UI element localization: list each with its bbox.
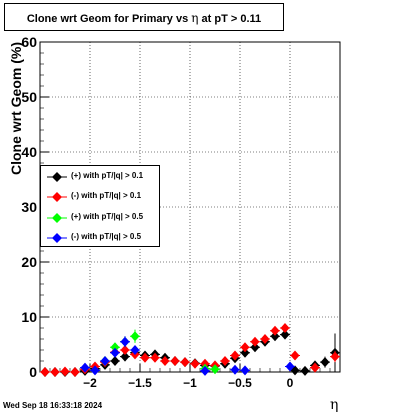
legend-label-minus-0-5: (-) with pT/|q| > 0.5 — [71, 232, 142, 241]
data-point — [280, 329, 290, 340]
chart-title-box: Clone wrt Geom for Primary vs η at pT > … — [4, 3, 284, 31]
data-point — [240, 365, 250, 376]
x-tick-label: −1.5 — [128, 376, 152, 390]
data-point — [170, 356, 180, 366]
data-point — [110, 347, 120, 358]
chart-title-prefix: Clone wrt Geom for Primary vs — [26, 13, 189, 25]
y-tick-label: 10 — [21, 309, 37, 325]
data-point — [250, 342, 260, 353]
legend: (+) with pT/|q| > 0.1 (-) with pT/|q| > … — [40, 165, 160, 247]
data-point — [110, 342, 120, 353]
x-tick-label: −0.5 — [228, 376, 252, 390]
data-point — [190, 358, 200, 369]
y-tick-label: 0 — [29, 364, 37, 380]
data-point — [160, 356, 170, 366]
data-point — [50, 367, 60, 377]
legend-item-plus-0-1: (+) with pT/|q| > 0.1 — [45, 168, 159, 186]
data-point — [120, 336, 130, 347]
timestamp-footer: Wed Sep 18 16:33:18 2024 — [3, 401, 103, 410]
y-tick-label: 60 — [21, 34, 37, 50]
data-points — [40, 323, 340, 377]
legend-label-minus-0-1: (-) with pT/|q| > 0.1 — [71, 191, 142, 200]
x-tick-label: −1 — [183, 376, 197, 390]
data-point — [220, 356, 230, 366]
data-point — [230, 350, 240, 361]
data-point — [110, 356, 120, 366]
data-point — [60, 366, 70, 377]
data-point — [250, 336, 260, 347]
data-point — [330, 351, 340, 362]
legend-label-plus-0-5: (+) with pT/|q| > 0.5 — [71, 212, 144, 221]
y-tick-label: 20 — [21, 254, 37, 270]
legend-item-minus-0-1: (-) with pT/|q| > 0.1 — [45, 188, 159, 206]
chart-title-suffix: at pT > 0.11 — [201, 13, 262, 25]
data-point — [240, 342, 250, 353]
data-point — [280, 323, 290, 333]
data-point — [120, 351, 130, 362]
data-point — [260, 334, 270, 344]
legend-marker-blue-diamond-icon — [47, 233, 67, 243]
legend-marker-green-diamond-icon — [47, 213, 67, 223]
data-point — [70, 367, 80, 377]
y-axis-label: Clone wrt Geom (%) — [8, 41, 24, 175]
axis-tick-labels: −2 −1.5 −1 −0.5 0 0 10 20 30 40 50 60 — [21, 34, 293, 390]
data-point — [300, 365, 310, 376]
data-point — [310, 362, 320, 373]
data-point — [180, 357, 190, 368]
x-tick-label: 0 — [287, 376, 294, 390]
legend-label-plus-0-1: (+) with pT/|q| > 0.1 — [71, 171, 144, 180]
x-tick-label: −2 — [83, 376, 97, 390]
data-point — [210, 364, 220, 375]
data-point — [80, 362, 90, 373]
data-point — [140, 352, 150, 363]
series-3 — [80, 336, 295, 376]
data-point — [285, 361, 295, 372]
data-point — [90, 365, 100, 376]
legend-marker-red-diamond-icon — [47, 192, 67, 202]
data-point — [290, 350, 300, 361]
data-point — [270, 325, 280, 336]
y-tick-label: 40 — [21, 144, 37, 160]
data-point — [200, 365, 210, 376]
legend-marker-black-diamond-icon — [47, 172, 67, 182]
y-tick-label: 50 — [21, 89, 37, 105]
legend-item-plus-0-5: (+) with pT/|q| > 0.5 — [45, 209, 159, 227]
data-point — [270, 331, 280, 342]
data-point — [240, 347, 250, 358]
legend-item-minus-0-5: (-) with pT/|q| > 0.5 — [45, 229, 159, 247]
y-tick-label: 30 — [21, 199, 37, 215]
x-axis-label: η — [330, 397, 339, 413]
data-point — [100, 356, 110, 366]
data-point — [130, 345, 140, 355]
data-point — [120, 345, 130, 355]
data-point — [40, 367, 50, 377]
data-point — [320, 357, 330, 368]
chart-title: Clone wrt Geom for Primary vs η at pT > … — [5, 11, 283, 25]
data-point — [150, 352, 160, 363]
chart-title-eta: η — [191, 11, 199, 25]
data-point — [230, 364, 240, 375]
data-point — [130, 331, 140, 342]
